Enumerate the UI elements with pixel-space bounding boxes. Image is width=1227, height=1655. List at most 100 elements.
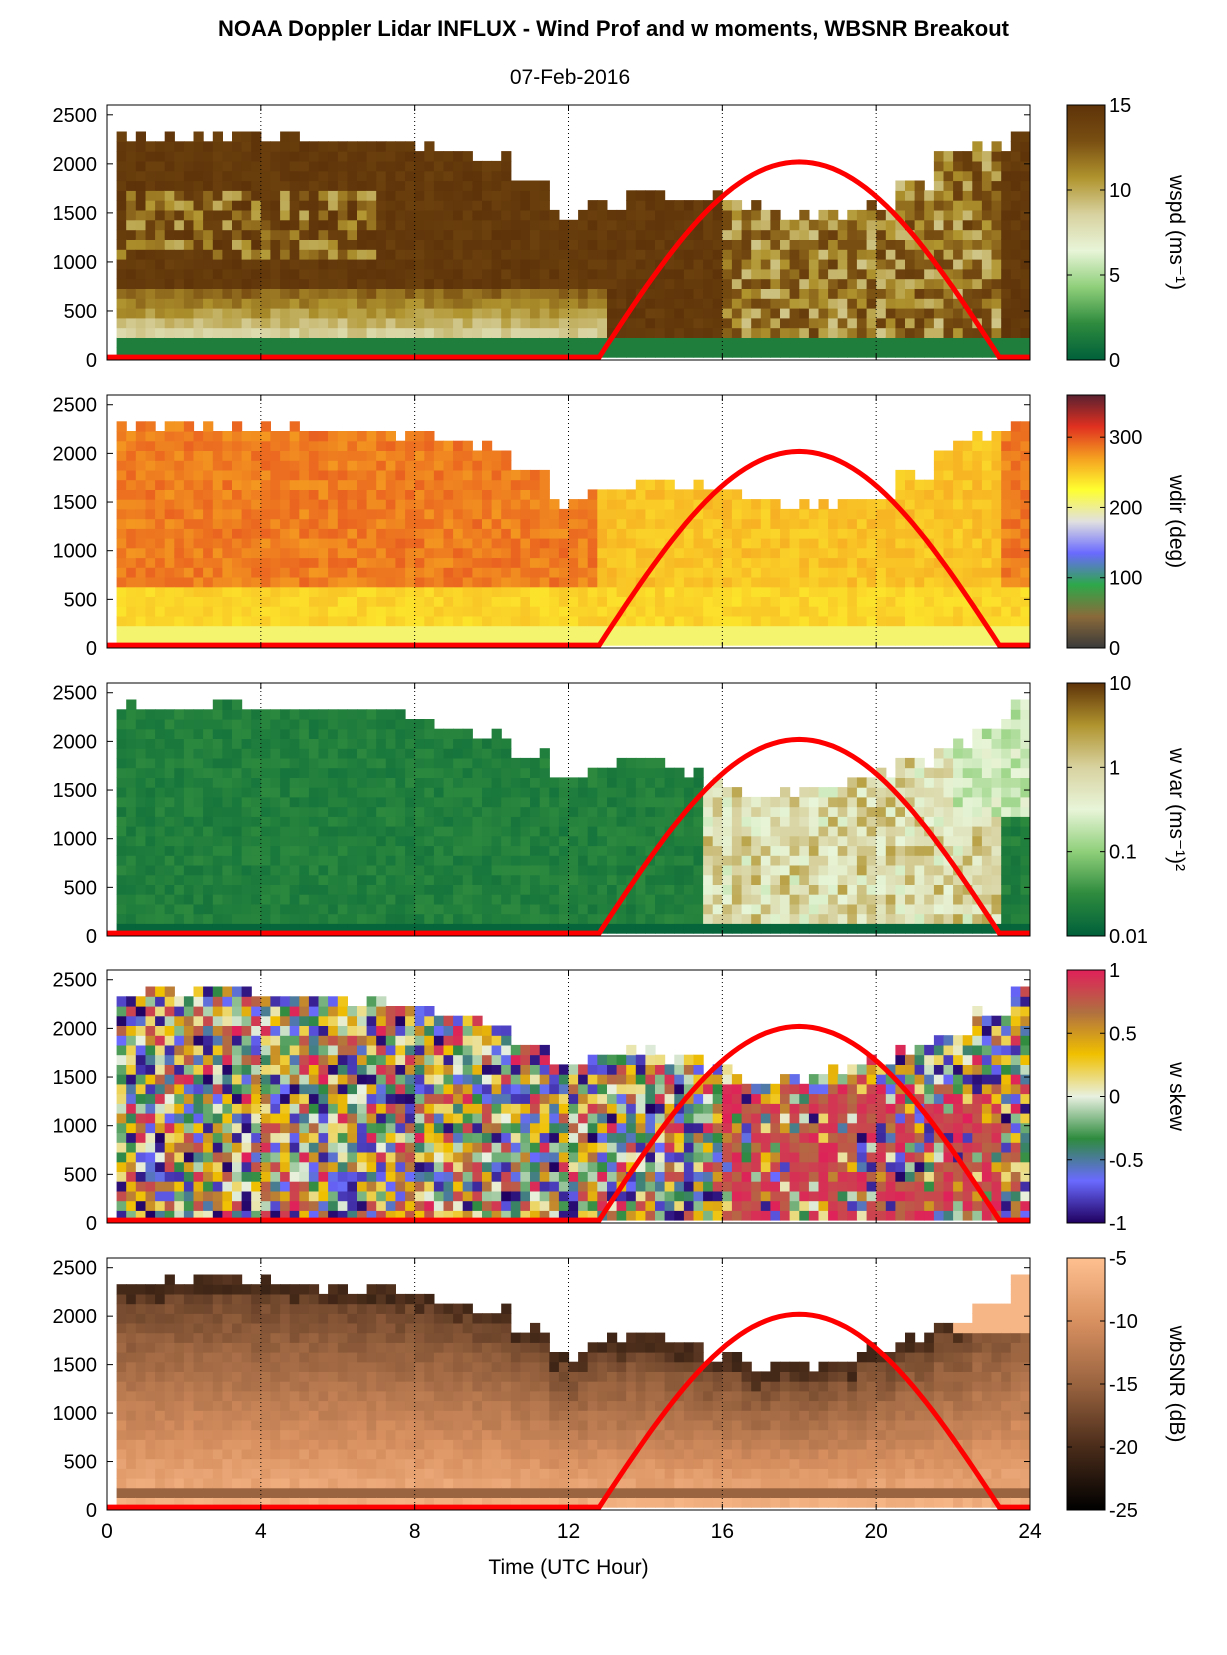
heatmap-cell — [664, 479, 675, 490]
heatmap-cell — [232, 567, 243, 578]
heatmap-cell — [280, 615, 291, 627]
heatmap-cell — [347, 855, 358, 866]
heatmap-cell — [424, 728, 435, 739]
heatmap-cell — [174, 816, 185, 827]
heatmap-cell — [953, 547, 964, 559]
figure-title: NOAA Doppler Lidar INFLUX - Wind Prof an… — [217, 16, 1009, 41]
heatmap-cell — [347, 709, 358, 720]
heatmap-cell — [183, 141, 195, 152]
heatmap-cell — [270, 538, 281, 549]
heatmap-cell — [347, 728, 358, 739]
heatmap-cell — [635, 219, 646, 231]
heatmap-cell — [366, 298, 377, 309]
heatmap-cell — [289, 547, 300, 559]
y-tick-label: 1000 — [53, 541, 98, 563]
heatmap-cell — [183, 190, 195, 201]
heatmap-cell — [270, 787, 281, 798]
heatmap-cell — [145, 728, 156, 739]
heatmap-cell — [164, 855, 175, 866]
heatmap-cell — [443, 586, 454, 597]
heatmap-cell — [405, 308, 416, 319]
heatmap-cell — [376, 479, 387, 490]
heatmap-cell — [751, 615, 762, 627]
heatmap-cell — [905, 635, 916, 646]
heatmap-cell — [212, 728, 223, 739]
heatmap-cell — [520, 845, 531, 856]
heatmap-cell — [299, 547, 310, 559]
heatmap-cell — [770, 518, 781, 529]
heatmap-cell — [376, 170, 387, 182]
heatmap-cell — [453, 508, 464, 520]
heatmap-cell — [510, 288, 521, 299]
heatmap-cell — [174, 894, 185, 905]
heatmap-cell — [472, 635, 483, 646]
heatmap-cell — [683, 596, 695, 607]
heatmap-cell — [183, 826, 195, 837]
heatmap-cell — [174, 709, 185, 720]
heatmap-cell — [251, 317, 262, 329]
heatmap-cell — [549, 288, 560, 299]
heatmap-cell — [780, 347, 791, 358]
heatmap-cell — [174, 160, 185, 172]
heatmap-cell — [626, 757, 637, 769]
heatmap-cell — [164, 738, 175, 749]
heatmap-cell — [597, 596, 608, 607]
heatmap-cell — [549, 538, 560, 549]
heatmap-cell — [126, 180, 137, 191]
heatmap-cell — [453, 787, 464, 798]
heatmap-cell — [347, 586, 358, 597]
heatmap-cell — [232, 460, 243, 471]
heatmap-cell — [155, 874, 166, 885]
heatmap-cell — [712, 518, 723, 529]
heatmap-cell — [222, 806, 233, 817]
heatmap-cell — [530, 268, 541, 280]
heatmap-cell — [126, 606, 137, 617]
heatmap-cell — [905, 337, 916, 348]
heatmap-cell — [462, 748, 473, 759]
heatmap-cell — [491, 903, 502, 915]
heatmap-cell — [183, 219, 195, 231]
heatmap-cell — [635, 816, 646, 827]
heatmap-cell — [385, 469, 396, 481]
heatmap-cell — [645, 298, 656, 309]
heatmap-cell — [203, 816, 214, 827]
heatmap-cell — [462, 625, 473, 636]
heatmap-cell — [299, 460, 310, 471]
heatmap-cell — [318, 450, 329, 461]
heatmap-cell — [539, 209, 550, 221]
heatmap-cell — [866, 635, 877, 646]
heatmap-cell — [847, 298, 858, 309]
heatmap-cell — [318, 806, 329, 817]
heatmap-cell — [366, 796, 377, 808]
heatmap-cell — [587, 903, 598, 915]
heatmap-cell — [203, 767, 214, 778]
heatmap-cell — [616, 596, 627, 607]
heatmap-cell — [376, 709, 387, 720]
heatmap-cell — [270, 796, 281, 808]
heatmap-cell — [1010, 239, 1021, 250]
heatmap-cell — [933, 239, 945, 250]
heatmap-cell — [568, 835, 579, 847]
heatmap-cell — [280, 719, 291, 730]
heatmap-cell — [385, 757, 396, 769]
heatmap-cell — [491, 190, 502, 201]
heatmap-cell — [731, 200, 743, 211]
heatmap-cell — [328, 317, 339, 329]
heatmap-cell — [501, 450, 512, 461]
y-tick-label: 2500 — [53, 105, 98, 127]
heatmap-cell — [789, 567, 800, 578]
heatmap-cell — [347, 577, 358, 588]
heatmap-cell — [241, 586, 252, 597]
heatmap-cell — [856, 298, 868, 309]
heatmap-cell — [232, 606, 243, 617]
heatmap-cell — [270, 489, 281, 500]
heatmap-cell — [203, 259, 214, 270]
heatmap-cell — [116, 719, 127, 730]
heatmap-cell — [280, 635, 291, 646]
heatmap-cell — [357, 317, 368, 329]
heatmap-cell — [155, 278, 166, 289]
heatmap-cell — [337, 489, 348, 500]
heatmap-cell — [674, 615, 685, 627]
heatmap-cell — [953, 337, 964, 348]
heatmap-cell — [683, 259, 695, 270]
